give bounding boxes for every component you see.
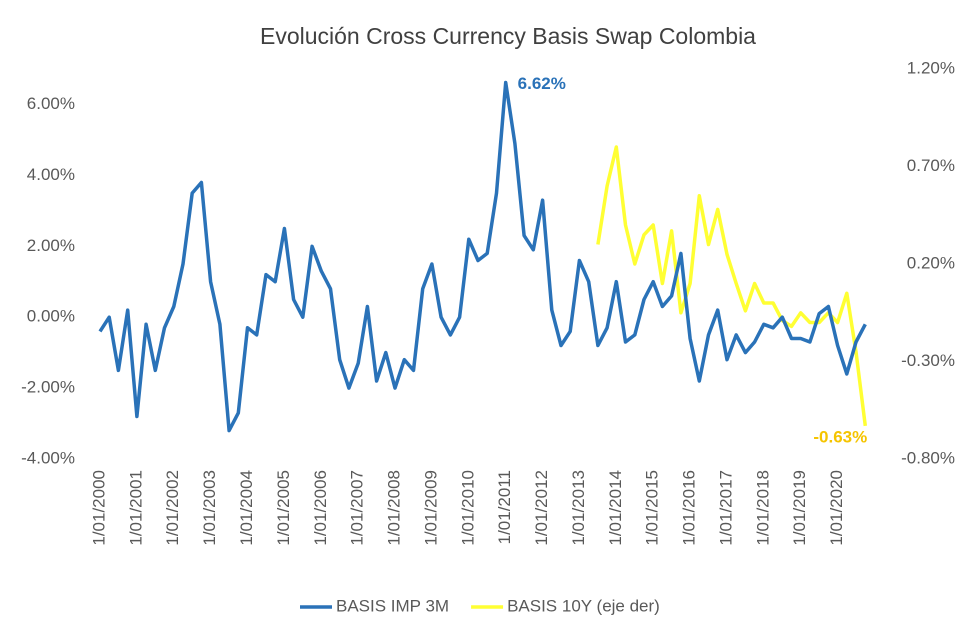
annotation: 6.62% bbox=[518, 74, 566, 93]
y2-tick-label: 0.70% bbox=[907, 156, 955, 175]
x-tick-label: 1/01/2009 bbox=[421, 470, 440, 546]
x-tick-label: 1/01/2006 bbox=[311, 470, 330, 546]
y-tick-label: 4.00% bbox=[27, 165, 75, 184]
x-tick-label: 1/01/2002 bbox=[163, 470, 182, 546]
x-tick-label: 1/01/2005 bbox=[274, 470, 293, 546]
x-tick-label: 1/01/2017 bbox=[716, 470, 735, 546]
x-tick-label: 1/01/2010 bbox=[458, 470, 477, 546]
x-tick-label: 1/01/2003 bbox=[200, 470, 219, 546]
x-tick-label: 1/01/2019 bbox=[790, 470, 809, 546]
y2-tick-label: 1.20% bbox=[907, 58, 955, 77]
y-tick-label: 2.00% bbox=[27, 236, 75, 255]
x-tick-label: 1/01/2018 bbox=[753, 470, 772, 546]
y2-tick-label: -0.30% bbox=[901, 351, 955, 370]
x-tick-label: 1/01/2015 bbox=[643, 470, 662, 546]
x-tick-label: 1/01/2020 bbox=[827, 470, 846, 546]
annotation: -0.63% bbox=[813, 427, 867, 446]
x-tick-label: 1/01/2013 bbox=[569, 470, 588, 546]
x-tick-label: 1/01/2012 bbox=[532, 470, 551, 546]
y-tick-label: 6.00% bbox=[27, 94, 75, 113]
chart-title: Evolución Cross Currency Basis Swap Colo… bbox=[260, 23, 756, 49]
x-tick-label: 1/01/2008 bbox=[385, 470, 404, 546]
series-line bbox=[98, 80, 867, 433]
x-tick-label: 1/01/2004 bbox=[237, 470, 256, 546]
y2-tick-label: -0.80% bbox=[901, 448, 955, 467]
y-tick-label: 0.00% bbox=[27, 307, 75, 326]
x-tick-label: 1/01/2007 bbox=[348, 470, 367, 546]
y-tick-label: -4.00% bbox=[21, 448, 75, 467]
x-tick-label: 1/01/2001 bbox=[126, 470, 145, 546]
x-tick-label: 1/01/2014 bbox=[606, 470, 625, 546]
legend-label: BASIS 10Y (eje der) bbox=[507, 596, 660, 615]
x-tick-label: 1/01/2016 bbox=[680, 470, 699, 546]
y-tick-label: -2.00% bbox=[21, 378, 75, 397]
x-tick-label: 1/01/2011 bbox=[495, 470, 514, 544]
legend-label: BASIS IMP 3M bbox=[336, 596, 449, 615]
x-tick-label: 1/01/2000 bbox=[89, 470, 108, 546]
series-line bbox=[596, 145, 868, 427]
y2-tick-label: 0.20% bbox=[907, 253, 955, 272]
